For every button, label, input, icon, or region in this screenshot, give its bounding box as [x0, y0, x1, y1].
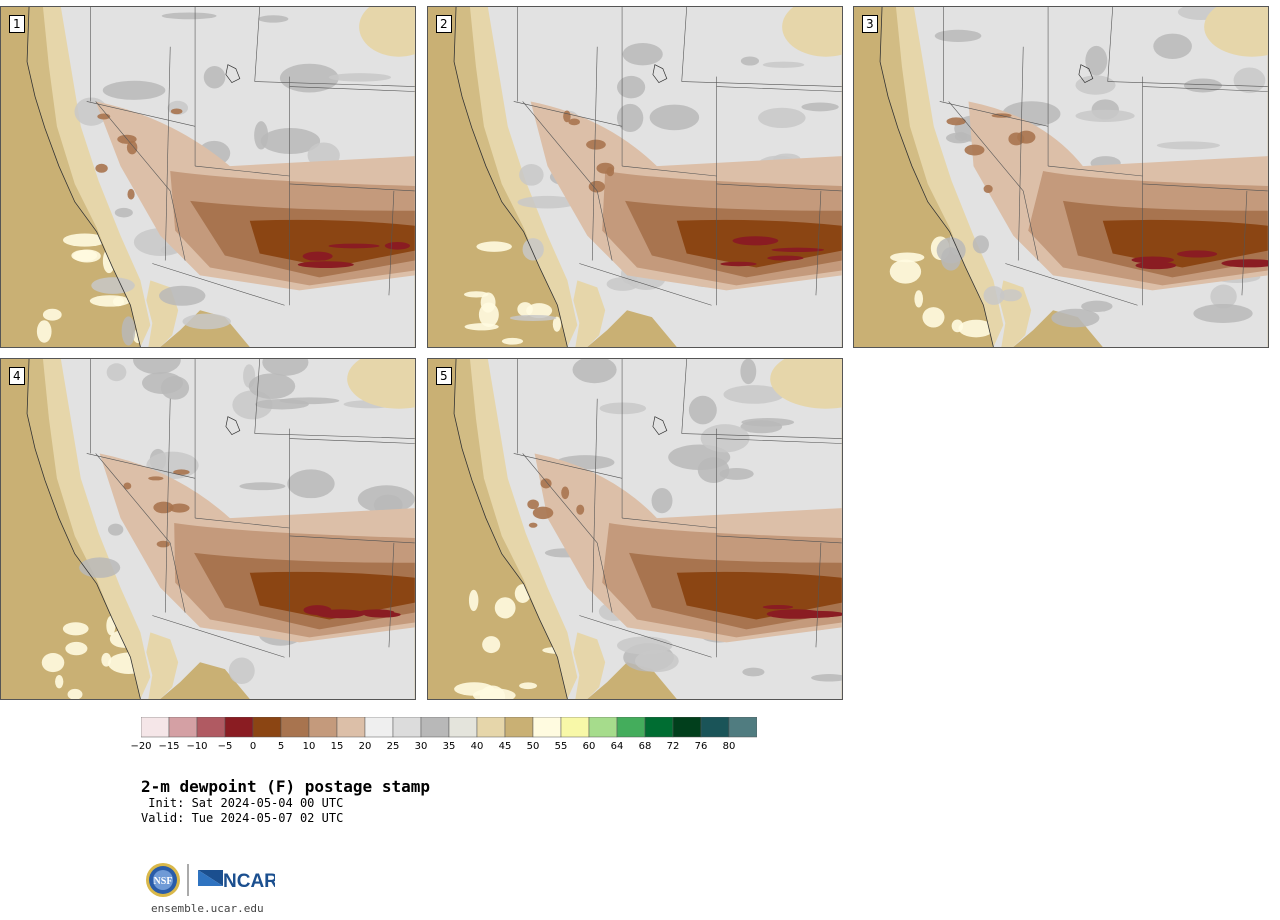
colorbar-tick-label: 68 [638, 741, 652, 752]
panel-label-3: 3 [862, 15, 878, 33]
colorbar-swatch [588, 717, 618, 738]
colorbar-tick-label: 25 [386, 741, 400, 752]
ensemble-member-panel-5: 5 [427, 358, 843, 700]
colorbar-swatch [336, 717, 366, 738]
chart-title: 2-m dewpoint (F) postage stamp [141, 777, 430, 796]
colorbar-tick-label: 20 [358, 741, 372, 752]
colorbar-swatch [728, 717, 757, 738]
valid-time: Valid: Tue 2024-05-07 02 UTC [141, 811, 344, 825]
colorbar-swatch [616, 717, 646, 738]
panel-label-1: 1 [9, 15, 25, 33]
colorbar-tick-label: 45 [498, 741, 512, 752]
colorbar-swatch [141, 717, 170, 738]
colorbar-swatch [168, 717, 198, 738]
colorbar-tick-label: 76 [694, 741, 708, 752]
colorbar-swatch [392, 717, 422, 738]
colorbar-tick-label: 30 [414, 741, 428, 752]
init-time: Init: Sat 2024-05-04 00 UTC [141, 796, 344, 810]
colorbar-tick-label: 15 [330, 741, 344, 752]
colorbar-tick-label: −10 [186, 741, 208, 752]
colorbar-swatch [420, 717, 450, 738]
dewpoint-map-2 [428, 7, 842, 347]
colorbar-tick-label: 64 [610, 741, 624, 752]
logos: NSF NCAR [145, 862, 278, 906]
colorbar-tick-label: 10 [302, 741, 316, 752]
colorbar-swatch [448, 717, 478, 738]
svg-text:NCAR: NCAR [223, 871, 275, 892]
colorbar-tick-label: 80 [722, 741, 736, 752]
colorbar-tick-label: 60 [582, 741, 596, 752]
colorbar-tick-label: 35 [442, 741, 456, 752]
colorbar-tick-label: −20 [130, 741, 152, 752]
ensemble-member-panel-2: 2 [427, 6, 843, 348]
dewpoint-map-5 [428, 359, 842, 699]
source-url: ensemble.ucar.edu [151, 902, 264, 915]
colorbar-swatch [644, 717, 674, 738]
colorbar-swatch [560, 717, 590, 738]
colorbar-swatch [364, 717, 394, 738]
colorbar-tick-label: 0 [249, 741, 257, 752]
colorbar-tick-label: 5 [277, 741, 285, 752]
colorbar-swatch [532, 717, 562, 738]
colorbar-swatch [196, 717, 226, 738]
colorbar-swatch [308, 717, 338, 738]
colorbar-swatch [280, 717, 310, 738]
colorbar-swatch [224, 717, 254, 738]
panel-label-5: 5 [436, 367, 452, 385]
colorbar-tick-label: 40 [470, 741, 484, 752]
dewpoint-map-4 [1, 359, 415, 699]
ensemble-member-panel-1: 1 [0, 6, 416, 348]
panel-label-4: 4 [9, 367, 25, 385]
svg-text:NSF: NSF [154, 876, 173, 887]
colorbar-swatch [672, 717, 702, 738]
dewpoint-colorbar [141, 717, 757, 738]
colorbar-tick-label: −5 [217, 741, 233, 752]
colorbar-swatch [476, 717, 506, 738]
dewpoint-map-3 [854, 7, 1268, 347]
ncar-logo-icon: NCAR [198, 870, 278, 892]
colorbar-tick-label: 72 [666, 741, 680, 752]
colorbar-tick-labels: −20 −15 −10 −5 0 5 10 15 20 25 30 35 40 45 50 55 60 64 68 7… [130, 741, 761, 757]
ensemble-member-panel-3: 3 [853, 6, 1269, 348]
colorbar-swatch [700, 717, 730, 738]
nsf-logo-icon: NSF [146, 863, 180, 897]
colorbar-tick-label: 55 [554, 741, 568, 752]
colorbar-tick-label: 50 [526, 741, 540, 752]
colorbar-tick-label: −15 [158, 741, 180, 752]
dewpoint-map-1 [1, 7, 415, 347]
colorbar-swatch [504, 717, 534, 738]
ensemble-member-panel-4: 4 [0, 358, 416, 700]
panel-label-2: 2 [436, 15, 452, 33]
colorbar-swatch [252, 717, 282, 738]
